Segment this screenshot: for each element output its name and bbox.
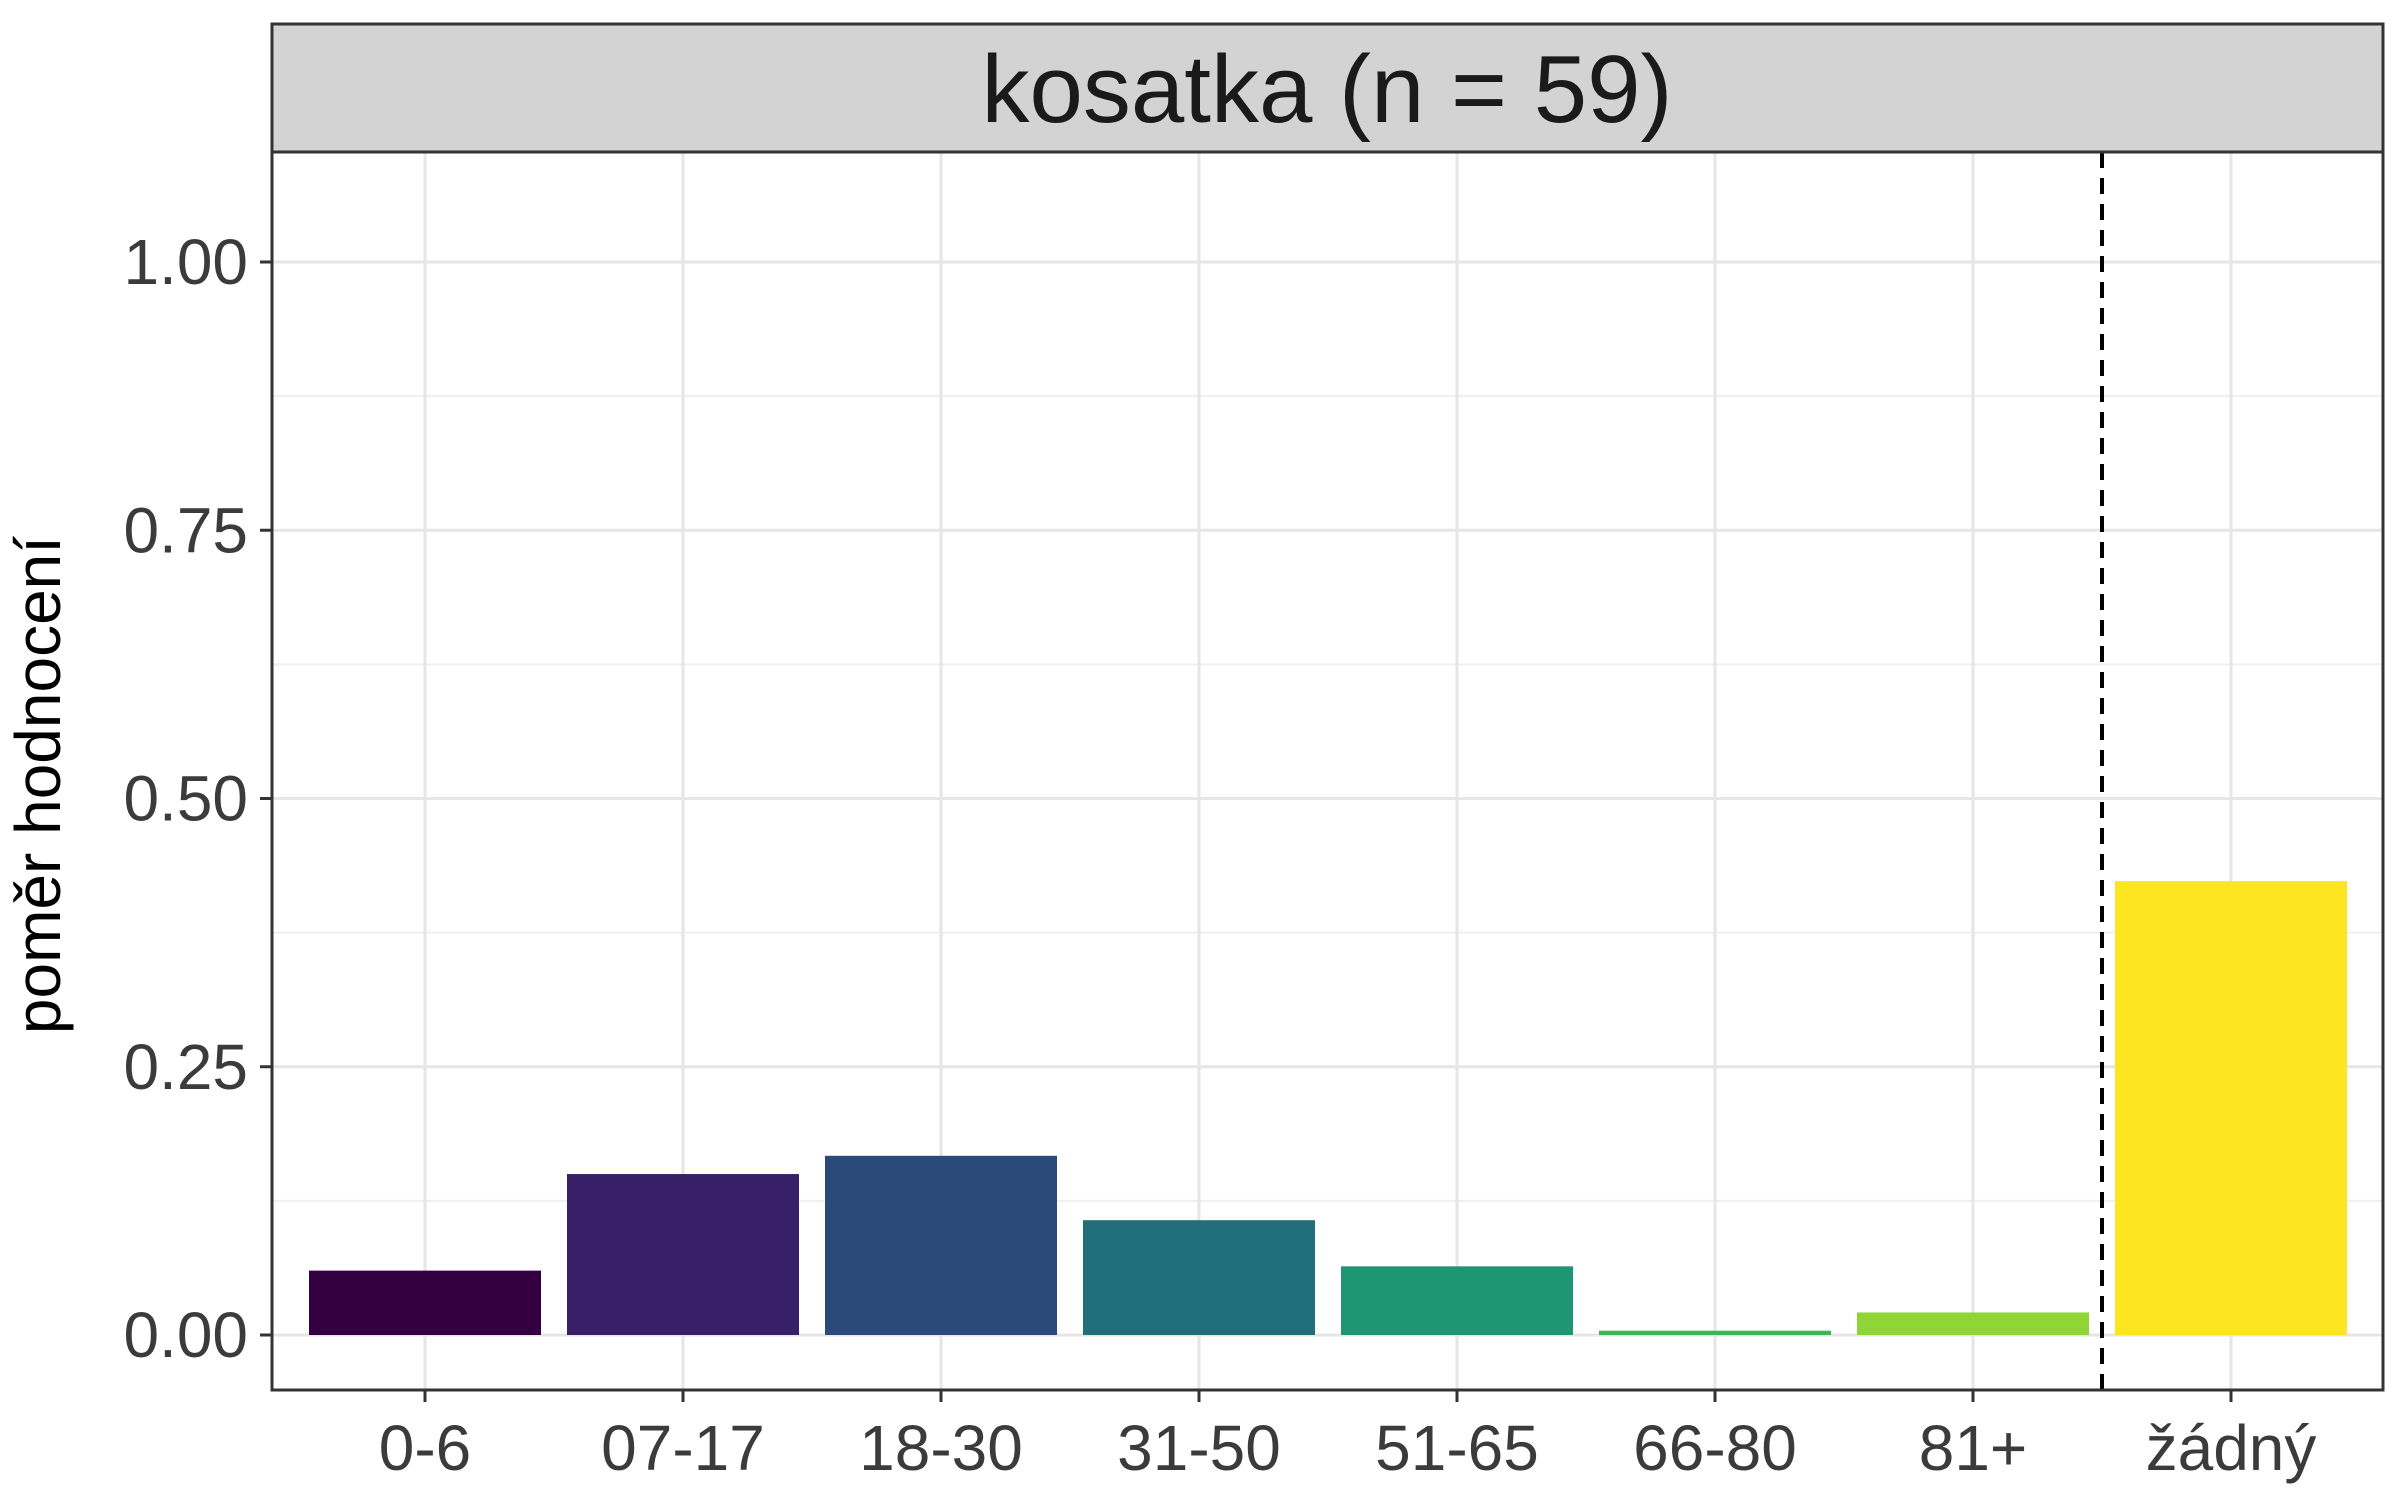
plot-border: [270, 22, 2385, 1392]
grid-lines: [272, 152, 2383, 1390]
x-tick-label: 81+: [1919, 1412, 2028, 1484]
chart-title: kosatka (n = 59): [981, 36, 1672, 143]
y-axis-title: poměr hodnocení: [2, 536, 74, 1034]
x-tick-label: 51-65: [1375, 1412, 1539, 1484]
y-tick-label: 1.00: [123, 226, 248, 298]
x-tick-label: 66-80: [1633, 1412, 1797, 1484]
y-tick-label: 0.50: [123, 763, 248, 835]
facet-strip: [270, 22, 2385, 154]
x-tick-label: 18-30: [859, 1412, 1023, 1484]
x-tick-label: 0-6: [379, 1412, 472, 1484]
bar-2: [825, 1155, 1057, 1335]
bar-4: [1341, 1266, 1573, 1335]
y-tick-label: 0.00: [123, 1299, 248, 1371]
y-tick-label: 0.25: [123, 1031, 248, 1103]
x-axis: 0-6 07-17 18-30 31-50 51-65 66-80 81+ žádný: [379, 1390, 2317, 1484]
bar-6: [1857, 1312, 2089, 1335]
bar-3: [1083, 1220, 1315, 1335]
bar-1: [567, 1174, 799, 1335]
x-tick-label: 07-17: [601, 1412, 765, 1484]
bar-0: [309, 1270, 541, 1335]
bars: [309, 881, 2347, 1335]
bar-5: [1599, 1330, 1831, 1335]
y-tick-label: 0.75: [123, 494, 248, 566]
bar-7: [2115, 881, 2347, 1335]
y-axis: 0.00 0.25 0.50 0.75 1.00: [123, 226, 272, 1371]
x-tick-label: 31-50: [1117, 1412, 1281, 1484]
x-tick-label: žádný: [2146, 1412, 2317, 1484]
